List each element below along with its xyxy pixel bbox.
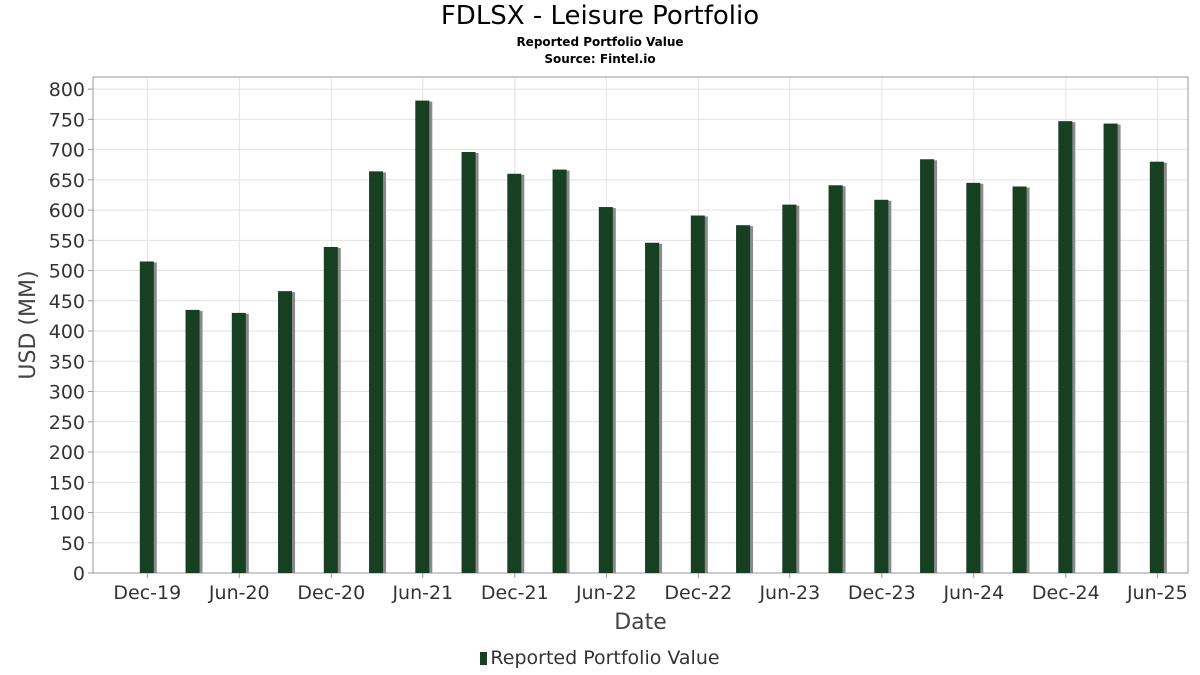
bar-20[interactable] [1058, 121, 1073, 573]
x-tick-label-11: Jun-25 [1126, 582, 1188, 604]
x-axis: Dec-19 Jun-20 Dec-20 Jun-21 Dec-21 Jun-22 Dec-… [113, 573, 1188, 604]
x-tick-label-7: Jun-23 [758, 582, 820, 604]
bar-10[interactable] [598, 207, 613, 574]
y-tick-label-7: 350 [49, 351, 85, 373]
y-tick-label-0: 0 [73, 563, 85, 585]
bar-19[interactable] [1012, 186, 1027, 574]
x-tick-label-8: Dec-23 [848, 582, 916, 604]
bar-11[interactable] [645, 242, 660, 574]
chart-title: FDLSX - Leisure Portfolio [440, 1, 760, 31]
y-tick-label-4: 200 [49, 442, 85, 464]
x-tick-label-4: Dec-21 [481, 582, 549, 604]
y-axis-title: USD (MM) [16, 270, 41, 379]
gridlines [93, 77, 1188, 574]
bar-3[interactable] [278, 291, 293, 573]
y-tick-label-15: 750 [49, 109, 85, 131]
x-tick-label-1: Jun-20 [208, 582, 270, 604]
x-tick-label-10: Dec-24 [1032, 582, 1100, 604]
bar-22[interactable] [1149, 161, 1164, 573]
legend-label: Reported Portfolio Value [490, 647, 720, 669]
legend-swatch [480, 652, 488, 665]
y-tick-label-6: 300 [49, 382, 85, 404]
bars [139, 100, 1167, 574]
chart-source: Source: Fintel.io [544, 52, 656, 66]
legend[interactable]: Reported Portfolio Value [0, 647, 1200, 669]
bar-9[interactable] [552, 169, 567, 574]
x-tick-label-3: Jun-21 [391, 582, 453, 604]
y-tick-label-9: 450 [49, 291, 85, 313]
bar-4[interactable] [323, 246, 338, 573]
bar-18[interactable] [966, 182, 981, 574]
y-tick-label-8: 400 [49, 321, 85, 343]
bar-16[interactable] [874, 199, 889, 574]
y-tick-label-5: 250 [49, 412, 85, 434]
y-tick-label-2: 100 [49, 503, 85, 525]
x-tick-label-5: Jun-22 [575, 582, 637, 604]
bar-12[interactable] [690, 215, 705, 573]
y-tick-label-12: 600 [49, 200, 85, 222]
y-tick-label-13: 650 [49, 170, 85, 192]
bar-17[interactable] [920, 159, 935, 573]
y-tick-label-10: 500 [49, 261, 85, 283]
x-tick-label-6: Dec-22 [664, 582, 732, 604]
x-tick-label-0: Dec-19 [113, 582, 181, 604]
bar-21[interactable] [1103, 123, 1118, 573]
bar-1[interactable] [185, 309, 200, 573]
bar-15[interactable] [828, 185, 843, 573]
x-tick-label-2: Dec-20 [297, 582, 365, 604]
x-tick-label-9: Jun-24 [942, 582, 1004, 604]
y-tick-label-11: 550 [49, 230, 85, 252]
bar-6[interactable] [415, 100, 430, 573]
bar-2[interactable] [231, 312, 246, 573]
bar-14[interactable] [782, 204, 797, 573]
y-tick-label-3: 150 [49, 472, 85, 494]
plot-area-border [92, 76, 1189, 574]
x-axis-title: Date [614, 610, 667, 635]
bar-0[interactable] [139, 261, 154, 573]
bar-5[interactable] [369, 171, 384, 574]
bar-7[interactable] [461, 152, 476, 573]
bar-8[interactable] [507, 173, 522, 573]
bar-13[interactable] [736, 225, 751, 573]
chart-subtitle: Reported Portfolio Value [516, 35, 684, 49]
y-axis: 0 50 100 150 200 250 300 350 400 450 500 550 600 650 7… [49, 79, 93, 585]
y-tick-label-16: 800 [49, 79, 85, 101]
y-tick-label-14: 700 [49, 140, 85, 162]
y-tick-label-1: 50 [61, 533, 85, 555]
